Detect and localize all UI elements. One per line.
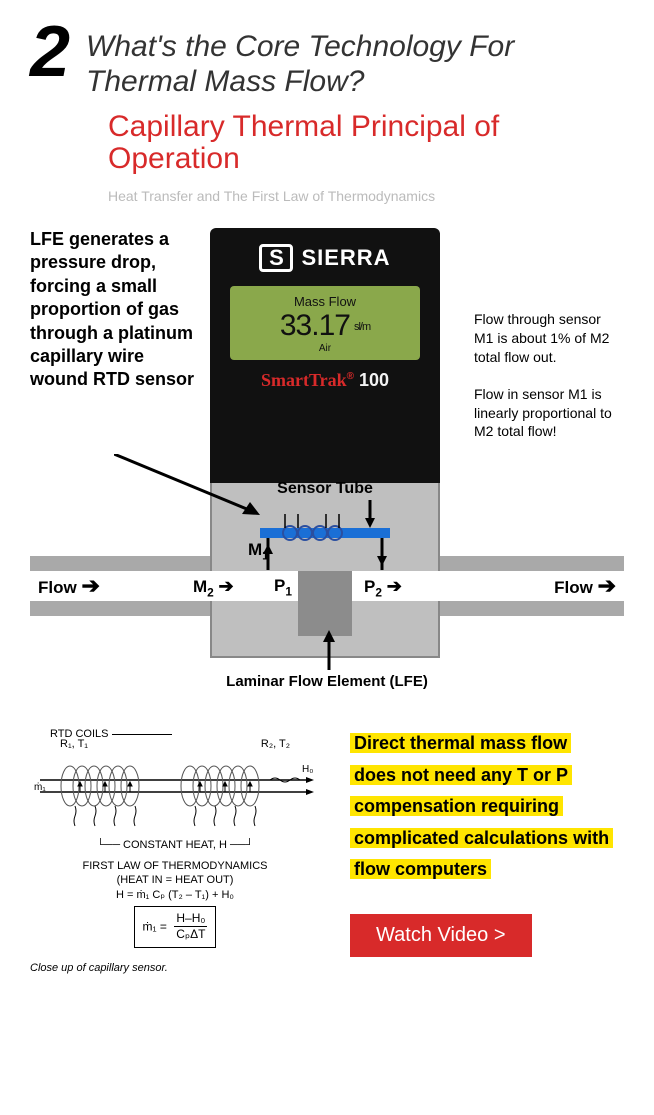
subtitle: Heat Transfer and The First Law of Therm…	[108, 188, 624, 204]
main-diagram: LFE generates a pressure drop, forcing a…	[30, 228, 624, 698]
lcd-line3: Air	[230, 343, 420, 354]
law-title: FIRST LAW OF THERMODYNAMICS	[30, 859, 320, 873]
lfe-pointer-icon	[322, 630, 336, 670]
coil-rt-labels: R₁, T₁ R₂, T₂	[30, 738, 320, 750]
header: 2 What's the Core Technology For Thermal…	[30, 20, 624, 99]
model-red: SmartTrak	[261, 370, 347, 390]
device-top: S SIERRA Mass Flow 33.17 sl/m Air SmartTr…	[210, 228, 440, 483]
closeup-caption: Close up of capillary sensor.	[30, 962, 320, 974]
flow-in: Flow ➔	[38, 575, 100, 598]
h0-text: H₀	[302, 764, 313, 775]
r2t2-label: R₂, T₂	[261, 738, 290, 750]
boxed-equation: ṁ₁ = H–H₀ CₚΔT	[134, 906, 217, 948]
lfe-block	[298, 571, 352, 636]
lcd-unit: sl/m	[354, 321, 370, 333]
m1dot-text: ṁ₁	[34, 782, 46, 793]
section-number: 2	[30, 20, 70, 85]
model-num: 100	[354, 370, 389, 390]
left-pointer-icon	[114, 454, 264, 524]
brand-row: S SIERRA	[224, 244, 426, 272]
law-sub: (HEAT IN = HEAT OUT)	[30, 873, 320, 887]
lfe-caption: Laminar Flow Element (LFE)	[30, 673, 624, 690]
brand-text: SIERRA	[301, 245, 390, 271]
m1-label: M1	[248, 540, 269, 562]
lcd-line1: Mass Flow	[230, 294, 420, 309]
brand-logo-icon: S	[259, 244, 293, 272]
main-heading: What's the Core Technology For Thermal M…	[86, 30, 624, 99]
lcd-value-row: 33.17 sl/m	[230, 309, 420, 343]
first-law-block: FIRST LAW OF THERMODYNAMICS (HEAT IN = H…	[30, 859, 320, 948]
r1t1-label: R₁, T₁	[60, 738, 88, 750]
p2-label: P2 ➔	[364, 576, 402, 599]
left-annotation: LFE generates a pressure drop, forcing a…	[30, 228, 200, 392]
watch-video-button[interactable]: Watch Video >	[350, 914, 532, 957]
right-annotation-1: Flow through sensor M1 is about 1% of M2…	[474, 310, 624, 367]
right-column: Direct thermal mass flow does not need a…	[350, 728, 610, 957]
model-reg: ®	[347, 371, 354, 382]
sub-heading: Capillary Thermal Principal of Operation	[108, 111, 624, 174]
p1-label: P1	[274, 576, 292, 598]
right-annotation: Flow through sensor M1 is about 1% of M2…	[474, 310, 624, 441]
coil-figure: RTD COILS R₁, T₁ R₂, T₂ ṁ₁	[30, 728, 320, 974]
constant-heat-label: └── CONSTANT HEAT, H ──┘	[30, 839, 320, 851]
m2-label: M2 ➔	[193, 576, 234, 599]
coil-svg: ṁ₁ H₀	[30, 750, 320, 830]
lcd-value: 33.17	[280, 309, 350, 342]
law-eq: H = ṁ₁ Cₚ (T₂ – T₁) + H₀	[30, 888, 320, 902]
highlight-text: Direct thermal mass flow does not need a…	[350, 733, 613, 879]
lcd-display: Mass Flow 33.17 sl/m Air	[230, 286, 420, 360]
model-label: SmartTrak® 100	[224, 370, 426, 391]
flow-out: Flow ➔	[554, 575, 616, 598]
right-annotation-2: Flow in sensor M1 is linearly proportion…	[474, 385, 624, 442]
bottom-row: RTD COILS R₁, T₁ R₂, T₂ ṁ₁	[30, 728, 624, 974]
